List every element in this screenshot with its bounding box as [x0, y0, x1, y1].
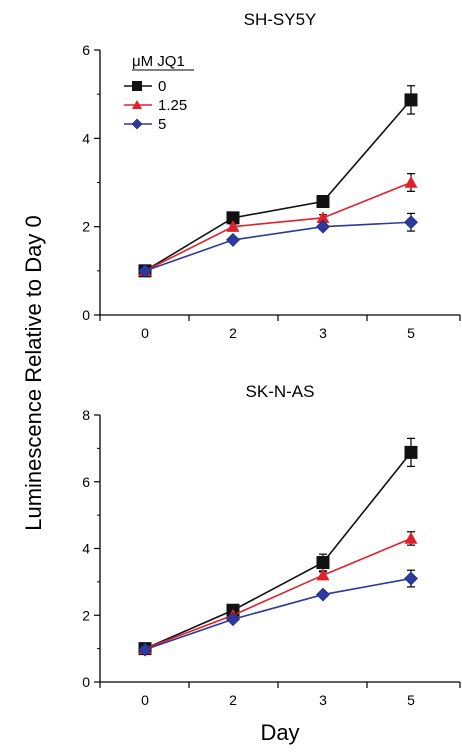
data-point	[404, 571, 418, 586]
data-point	[226, 211, 240, 225]
chart-panel-1: SH-SY5Y 0 2 4 6 0 2 3 5 μM JQ1 0 1.25 5	[82, 10, 461, 341]
data-point	[316, 211, 330, 224]
legend-marker	[132, 100, 142, 109]
x-tick-label: 0	[141, 325, 149, 341]
data-point	[404, 445, 418, 459]
series-5	[138, 212, 418, 278]
data-point	[316, 568, 330, 581]
data-point	[316, 587, 330, 602]
data-point	[316, 556, 330, 570]
series-5	[138, 569, 418, 657]
series-line	[144, 221, 412, 272]
x-tick-label: 5	[407, 692, 415, 708]
y-tick-label: 8	[82, 407, 90, 423]
y-tick-label: 2	[82, 607, 90, 623]
data-point	[316, 219, 330, 234]
x-tick-label: 0	[141, 692, 149, 708]
legend-title: μM JQ1	[132, 53, 185, 70]
legend-label: 0	[158, 78, 166, 95]
data-point	[404, 215, 418, 230]
x-tick-label: 5	[407, 325, 415, 341]
y-tick-label: 0	[82, 674, 90, 690]
x-tick-label: 3	[319, 325, 327, 341]
data-point	[226, 612, 240, 627]
x-tick-label: 2	[229, 325, 237, 341]
chart-title: SK-N-AS	[246, 382, 315, 401]
x-axis-label: Day	[260, 720, 299, 745]
series-1.25	[138, 531, 418, 654]
chart-title: SH-SY5Y	[244, 10, 317, 29]
chart-panel-2: SK-N-AS 0 2 4 6 8 0 2 3 5	[82, 382, 461, 708]
series-0	[138, 85, 418, 278]
y-tick-label: 2	[82, 219, 90, 235]
legend-marker	[131, 118, 143, 130]
y-tick-label: 4	[82, 541, 90, 557]
x-tick-label: 2	[229, 692, 237, 708]
data-point	[138, 263, 152, 278]
legend-label: 5	[158, 116, 166, 133]
series-line	[144, 577, 412, 651]
y-tick-label: 0	[82, 307, 90, 323]
data-point	[226, 220, 240, 232]
data-point	[404, 531, 418, 544]
series-1.25	[138, 173, 418, 277]
y-tick-label: 6	[82, 42, 90, 58]
y-axis-label: Luminescence Relative to Day 0	[21, 215, 46, 531]
y-tick-label: 6	[82, 474, 90, 490]
series-line	[144, 181, 412, 272]
y-tick-label: 4	[82, 130, 90, 146]
data-point	[226, 232, 240, 247]
legend-marker	[132, 81, 142, 91]
data-point	[316, 194, 330, 208]
series-0	[138, 437, 418, 656]
series-line	[144, 451, 412, 650]
legend-label: 1.25	[158, 97, 187, 114]
x-tick-label: 3	[319, 692, 327, 708]
data-point	[404, 93, 418, 107]
data-point	[138, 642, 152, 657]
series-line	[144, 99, 412, 272]
data-point	[404, 176, 418, 188]
legend: μM JQ1 0 1.25 5	[124, 53, 194, 133]
series-line	[144, 537, 412, 650]
